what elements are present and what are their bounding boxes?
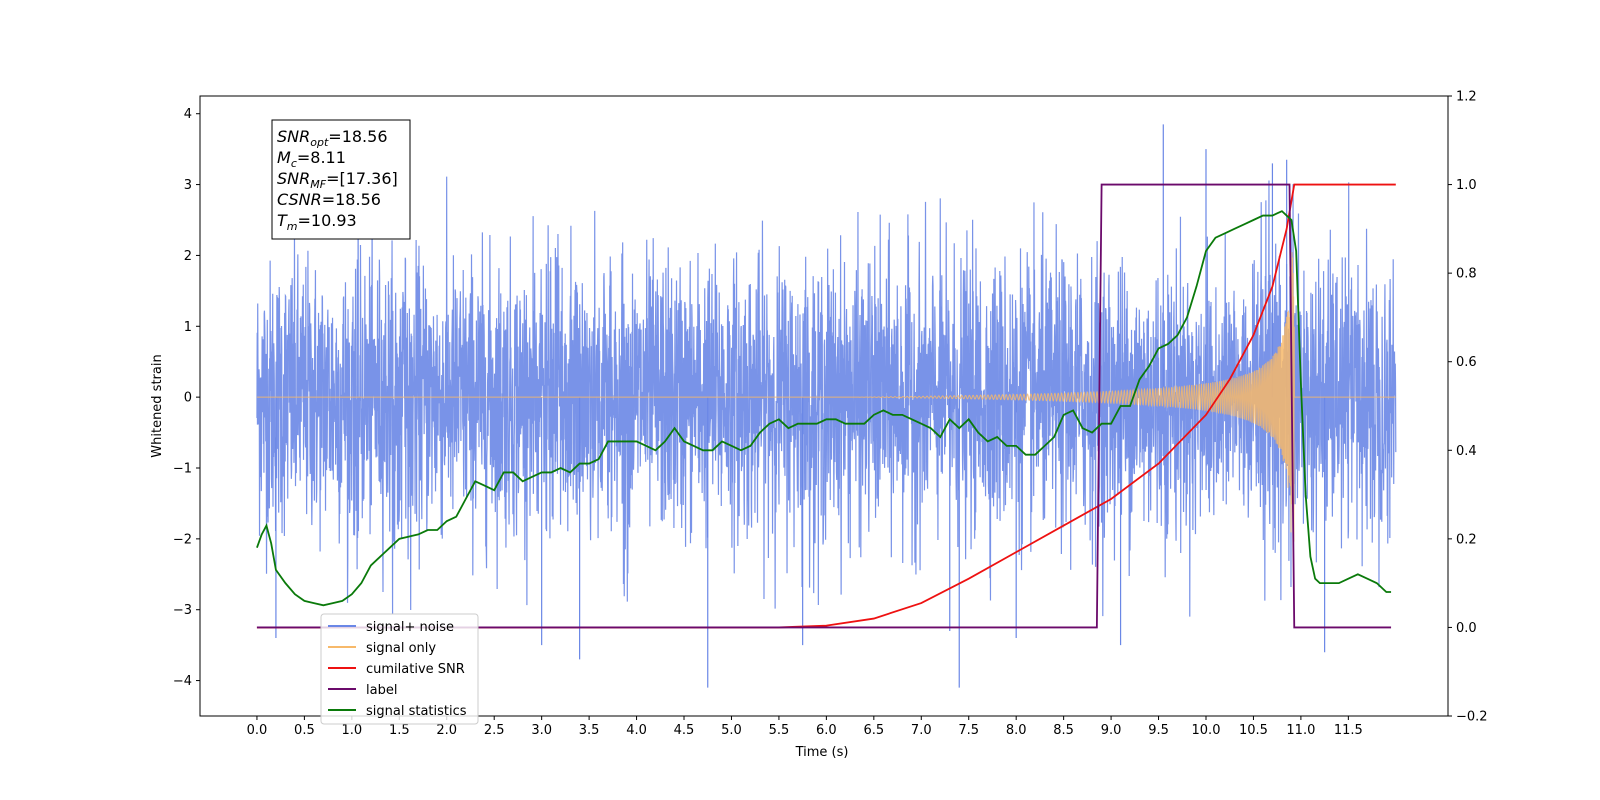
axes-frame [199, 95, 1449, 717]
y-tick-label-right: 1.2 [1456, 90, 1477, 105]
y-tick-label-left: −3 [173, 603, 192, 618]
plot-area [256, 124, 1397, 688]
x-tick-label: 2.5 [484, 723, 505, 738]
y-tick-label-right: 0.8 [1456, 267, 1477, 282]
x-tick-label: 7.5 [958, 723, 979, 738]
annotation-box: SNRopt=18.56Mc=8.11SNRMF=[17.36]CSNR=18.… [271, 119, 411, 240]
x-tick-label: 8.5 [1053, 723, 1074, 738]
y-tick-label-left: 2 [184, 249, 192, 264]
y-tick-label-right: 0.6 [1456, 355, 1477, 370]
x-axis-label: Time (s) [795, 745, 849, 760]
legend-entry: signal only [328, 641, 436, 656]
legend-frame [320, 613, 479, 725]
x-tick-label: 0.0 [247, 723, 268, 738]
series-signal-only-line [256, 252, 1396, 542]
x-tick-label: 8.0 [1006, 723, 1027, 738]
legend: signal+ noise signal only cumilative SNR la… [320, 613, 479, 725]
legend-entry: cumilative SNR [328, 662, 465, 677]
annotation-line: SNRMF=[17.36] [277, 169, 398, 191]
y-tick-label-left: −1 [173, 462, 192, 477]
x-tick-label: 7.0 [911, 723, 932, 738]
y-tick-label-right: 0.4 [1456, 444, 1477, 459]
annotation-line: SNRopt=18.56 [277, 127, 388, 149]
series-signal-noise-line [256, 172, 1397, 617]
x-tick-label: 3.5 [579, 723, 600, 738]
x-tick-label: 0.5 [294, 723, 315, 738]
y-axis-label: Whitened strain [150, 354, 165, 457]
x-tick-label: 5.5 [769, 723, 790, 738]
series-label-line [256, 183, 1392, 629]
x-tick-label: 3.0 [531, 723, 552, 738]
y-axis-right: −0.2 0.0 0.2 0.4 0.6 0.8 1.0 1.2 [1448, 90, 1488, 725]
x-tick-label: 4.0 [626, 723, 647, 738]
x-tick-label: 6.0 [816, 723, 837, 738]
y-tick-label-left: 4 [184, 107, 192, 122]
x-tick-label: 5.0 [721, 723, 742, 738]
legend-label: signal+ noise [366, 620, 454, 635]
y-axis-left: −4 −3 −2 −1 0 1 2 3 4 [173, 107, 200, 689]
legend-entry: signal+ noise [328, 620, 454, 635]
x-axis: 0.0 0.5 1.0 1.5 2.0 2.5 3.0 3.5 4.0 4.5 5.0 5.5 6.0 6… [247, 716, 1363, 738]
x-tick-label: 1.0 [342, 723, 363, 738]
y-tick-label-right: 1.0 [1456, 178, 1477, 193]
y-tick-label-right: 0.2 [1456, 532, 1477, 547]
y-tick-label-left: 3 [184, 178, 192, 193]
annotation-line: CSNR=18.56 [277, 190, 381, 209]
legend-label: signal only [366, 641, 436, 656]
annotation-line: Tm=10.93 [277, 211, 357, 233]
annotation-frame [271, 119, 411, 240]
y-tick-label-left: 1 [184, 320, 192, 335]
x-tick-label: 10.5 [1239, 723, 1268, 738]
y-tick-label-right: −0.2 [1456, 710, 1488, 725]
x-tick-label: 2.0 [436, 723, 457, 738]
legend-entry: signal statistics [328, 704, 467, 719]
legend-label: cumilative SNR [366, 662, 465, 677]
legend-entry: label [328, 683, 397, 698]
legend-label: signal statistics [366, 704, 467, 719]
x-tick-label: 11.5 [1334, 723, 1363, 738]
x-tick-label: 9.0 [1101, 723, 1122, 738]
y-tick-label-right: 0.0 [1456, 621, 1477, 636]
series-signal-statistics-line [256, 210, 1392, 607]
x-tick-label: 9.5 [1148, 723, 1169, 738]
x-tick-label: 6.5 [863, 723, 884, 738]
y-tick-label-left: 0 [184, 391, 192, 406]
x-tick-label: 10.0 [1192, 723, 1221, 738]
x-tick-label: 4.5 [674, 723, 695, 738]
x-tick-label: 1.5 [389, 723, 410, 738]
y-tick-label-left: −4 [173, 674, 192, 689]
legend-label: label [366, 683, 397, 698]
x-tick-label: 11.0 [1286, 723, 1315, 738]
annotation-line: Mc=8.11 [277, 148, 346, 170]
y-tick-label-left: −2 [173, 532, 192, 547]
series-cumilative-snr-line [256, 183, 1396, 629]
